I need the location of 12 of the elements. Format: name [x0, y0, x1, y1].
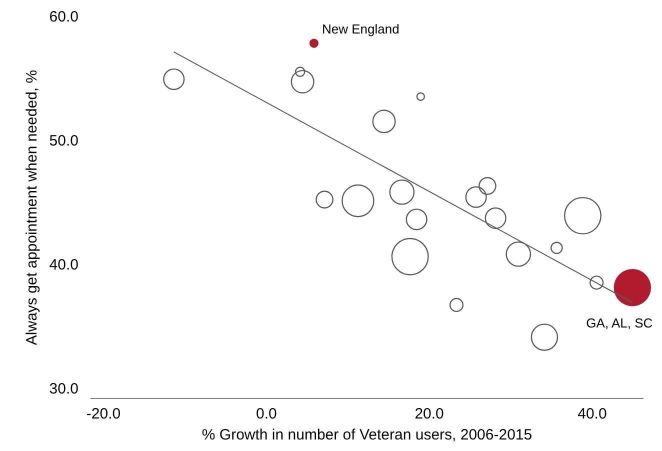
annotation: New England	[322, 21, 400, 36]
y-axis-title: Always get appointment when needed, %	[23, 70, 40, 346]
x-tick-label: 0.0	[256, 406, 277, 422]
annotation: GA, AL, SC	[586, 316, 653, 331]
y-tick-label: 50.0	[49, 132, 78, 150]
y-tick-label: 30.0	[49, 380, 78, 398]
x-tick-label: -20.0	[86, 406, 121, 422]
y-tick-label: 60.0	[49, 8, 78, 26]
y-tick-label: 40.0	[49, 256, 78, 274]
x-axis-title: % Growth in number of Veteran users, 2006-2015	[202, 426, 532, 444]
x-tick-label: 40.0	[578, 406, 607, 422]
x-tick-label: 20.0	[414, 406, 444, 422]
